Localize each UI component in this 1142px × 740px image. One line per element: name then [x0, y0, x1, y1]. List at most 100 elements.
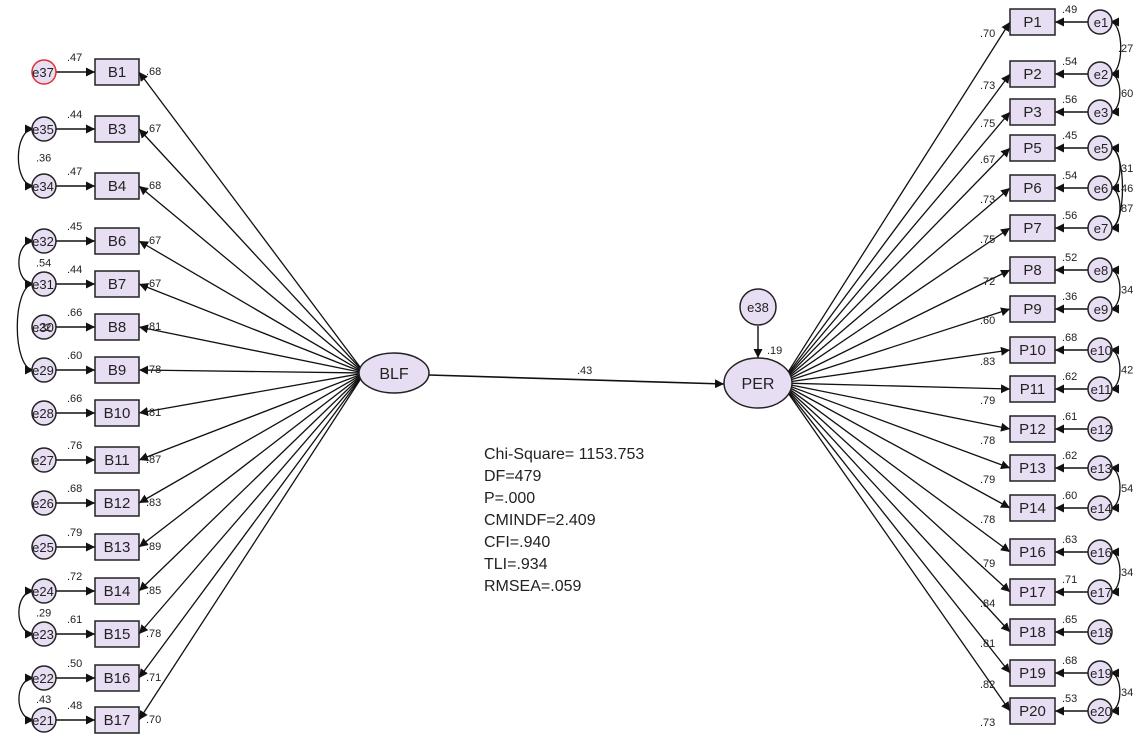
indicator-label-b13: B13 [104, 539, 131, 556]
loading-b16: .71 [146, 672, 161, 684]
indicator-label-b9: B9 [108, 362, 126, 379]
error-label-e8: e8 [1094, 263, 1108, 278]
loading-path-b1 [138, 71, 361, 368]
indicator-label-p11: P11 [1020, 381, 1046, 398]
error-label-e13: e13 [1090, 461, 1112, 476]
r2-b14: .72 [67, 571, 82, 583]
error-circle-e34 [31, 173, 57, 199]
covariance-e31-e29 [16, 279, 35, 375]
indicator-box-b14 [94, 577, 140, 605]
indicator-label-b7: B7 [108, 276, 126, 293]
error-label-e1: e1 [1094, 15, 1108, 30]
indicator-label-b11: B11 [104, 452, 130, 469]
error-circle-e6 [1087, 175, 1113, 201]
error-label-e21: e21 [32, 713, 54, 728]
loading-path-b11 [138, 374, 361, 461]
r2-p14: .60 [1062, 490, 1077, 502]
r2-p7: .56 [1062, 210, 1077, 222]
r2-p9: .36 [1062, 291, 1077, 303]
error-label-e11: e11 [1091, 382, 1112, 397]
indicator-label-b15: B15 [104, 626, 131, 643]
indicator-label-p2: P2 [1023, 66, 1041, 83]
loading-path-p14 [787, 386, 1011, 509]
error-circle-e2 [1087, 61, 1113, 87]
indicator-box-p20 [1009, 697, 1056, 725]
loading-p17: .84 [980, 598, 995, 610]
indicator-label-p17: P17 [1019, 584, 1046, 601]
error-circle-e20 [1087, 698, 1113, 724]
indicator-box-b15 [94, 620, 140, 648]
loading-path-p11 [787, 382, 1011, 394]
r2-b15: .61 [67, 614, 82, 626]
error-label-e10: e10 [1090, 343, 1112, 358]
indicator-label-p1: P1 [1023, 14, 1041, 31]
covariance-value-e19-e20: .34 [1118, 687, 1133, 699]
loading-p6: .73 [980, 194, 995, 206]
r2-p18: .65 [1062, 614, 1077, 626]
error-circle-e23 [31, 621, 57, 647]
indicator-box-p1 [1009, 8, 1056, 36]
fit-stat-cfi: CFI=.940 [484, 534, 550, 551]
error-circle-e31 [31, 271, 57, 297]
r2-b8: .66 [67, 307, 82, 319]
loading-p1: .70 [980, 28, 995, 40]
loading-path-p5 [787, 147, 1011, 377]
loading-p19: .82 [980, 679, 995, 691]
loading-path-p10 [787, 346, 1011, 383]
loading-b1: .68 [146, 66, 161, 78]
indicator-box-p16 [1009, 538, 1056, 566]
r2-b6: .45 [67, 221, 82, 233]
covariance-value-e35-e34: .36 [36, 153, 51, 165]
loading-path-p7 [787, 227, 1011, 379]
error-circle-e5 [1087, 135, 1113, 161]
loading-p2: .73 [980, 80, 995, 92]
indicator-box-b3 [94, 115, 140, 143]
indicator-box-b12 [94, 489, 140, 517]
error-circle-e7 [1087, 215, 1113, 241]
indicator-label-b16: B16 [104, 670, 131, 687]
indicator-label-p8: P8 [1023, 262, 1041, 279]
indicator-label-b14: B14 [104, 583, 131, 600]
indicator-label-p6: P6 [1023, 180, 1041, 197]
error-label-e29: e29 [32, 363, 54, 378]
loading-path-p6 [787, 187, 1011, 378]
error-circle-e26 [31, 490, 57, 516]
error-label-e3: e3 [1094, 105, 1108, 120]
loading-b14: .85 [146, 585, 161, 597]
error-label-e37: e37 [32, 65, 54, 80]
nodes-layer [31, 8, 1113, 734]
r2-p11: .62 [1062, 371, 1077, 383]
indicator-box-b17 [94, 706, 140, 734]
loading-p18: .81 [980, 638, 995, 650]
indicator-box-p13 [1009, 454, 1056, 482]
structural-path-line [428, 374, 725, 389]
indicator-box-b9 [94, 356, 140, 384]
error-circle-e13 [1087, 455, 1113, 481]
loading-p10: .83 [980, 356, 995, 368]
r2-p6: .54 [1062, 170, 1077, 182]
loading-path-p9 [787, 307, 1011, 382]
indicator-label-p5: P5 [1023, 140, 1041, 157]
indicator-box-p10 [1009, 336, 1056, 364]
indicator-label-b6: B6 [108, 233, 126, 250]
r2-p17: .71 [1062, 574, 1077, 586]
r2-b10: .66 [67, 393, 82, 405]
indicator-label-p7: P7 [1023, 220, 1041, 237]
covariance-e22-e21 [18, 673, 35, 725]
indicator-box-p7 [1009, 214, 1056, 242]
error-circle-e30 [31, 314, 57, 340]
indicator-label-p13: P13 [1019, 460, 1046, 477]
indicator-box-b7 [94, 270, 140, 298]
loading-b7: .67 [146, 278, 161, 290]
covariance-e16-e17 [1109, 547, 1121, 597]
loading-path-p12 [787, 383, 1011, 432]
indicator-box-p19 [1009, 659, 1056, 687]
loading-b12: .83 [146, 497, 161, 509]
indicator-box-p2 [1009, 60, 1056, 88]
covariance-value-e24-e23: .29 [36, 608, 51, 620]
loading-path-p3 [787, 111, 1011, 376]
error-label-e26: e26 [32, 496, 54, 511]
loading-path-b7 [138, 283, 361, 372]
error-circle-e22 [31, 665, 57, 691]
